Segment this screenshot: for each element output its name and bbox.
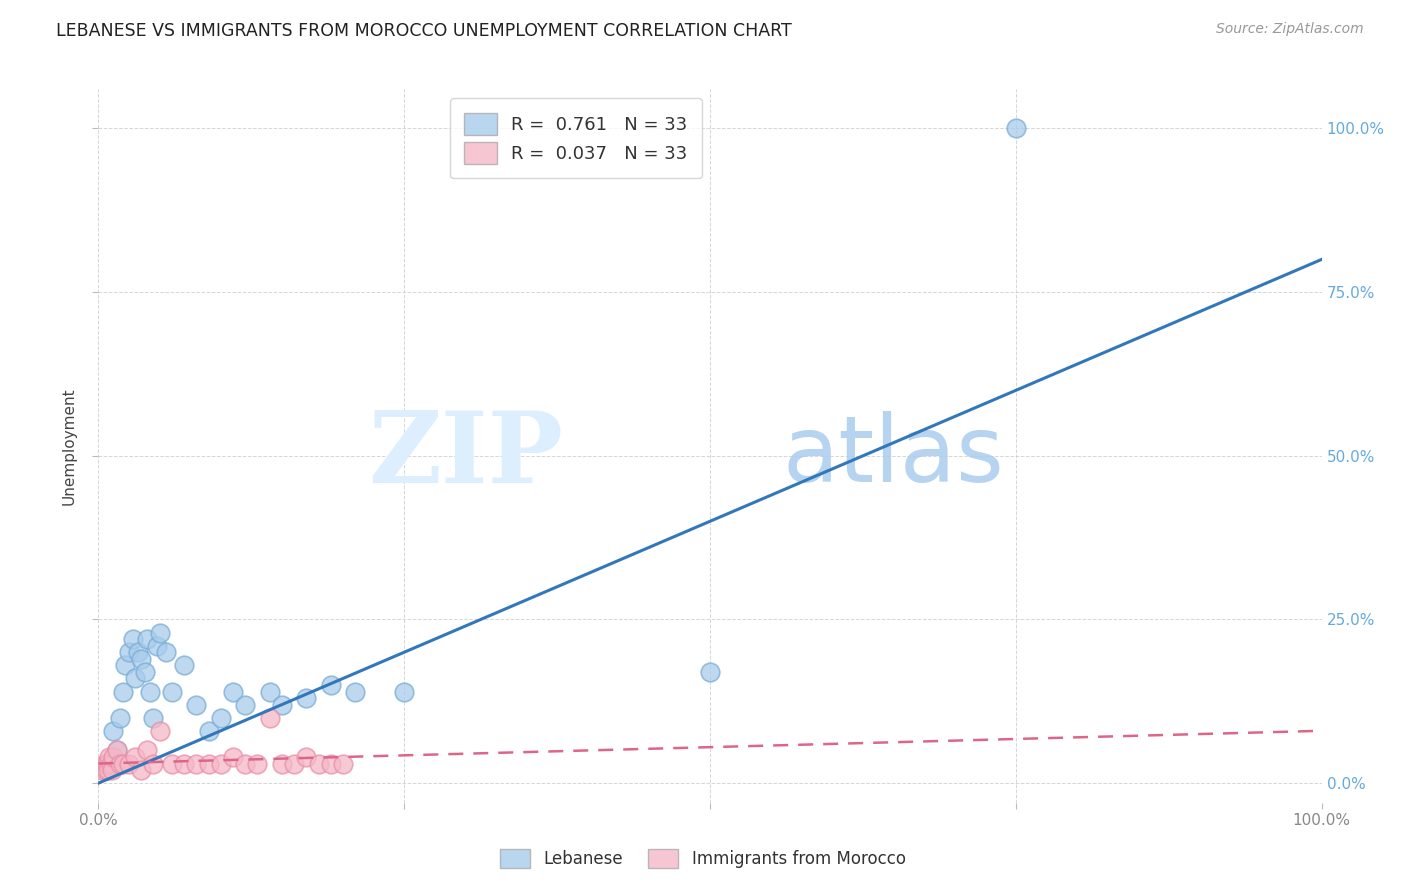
Text: ZIP: ZIP — [368, 408, 564, 504]
Point — [142, 711, 165, 725]
Point — [105, 743, 128, 757]
Point — [295, 691, 318, 706]
Text: atlas: atlas — [783, 411, 1004, 500]
Point — [259, 711, 281, 725]
Point — [129, 763, 152, 777]
Point — [209, 756, 232, 771]
Point — [100, 756, 122, 771]
Point — [197, 723, 219, 738]
Point — [308, 756, 330, 771]
Point — [127, 645, 149, 659]
Text: LEBANESE VS IMMIGRANTS FROM MOROCCO UNEMPLOYMENT CORRELATION CHART: LEBANESE VS IMMIGRANTS FROM MOROCCO UNEM… — [56, 22, 792, 40]
Point — [270, 756, 294, 771]
Point — [142, 756, 165, 771]
Point — [173, 756, 195, 771]
Point — [209, 711, 232, 725]
Point — [97, 763, 120, 777]
Point — [121, 632, 143, 647]
Legend: Lebanese, Immigrants from Morocco: Lebanese, Immigrants from Morocco — [494, 842, 912, 875]
Point — [118, 756, 141, 771]
Legend: R =  0.761   N = 33, R =  0.037   N = 33: R = 0.761 N = 33, R = 0.037 N = 33 — [450, 98, 702, 178]
Point — [222, 684, 245, 698]
Point — [149, 723, 172, 738]
Point — [98, 750, 121, 764]
Point — [197, 756, 219, 771]
Point — [246, 756, 269, 771]
Point — [110, 711, 132, 725]
Point — [101, 763, 124, 777]
Point — [136, 632, 159, 647]
Point — [283, 756, 305, 771]
Point — [136, 743, 159, 757]
Point — [111, 756, 134, 771]
Point — [332, 756, 354, 771]
Text: Source: ZipAtlas.com: Source: ZipAtlas.com — [1216, 22, 1364, 37]
Point — [97, 756, 120, 771]
Point — [105, 743, 128, 757]
Point — [160, 684, 183, 698]
Point — [124, 672, 146, 686]
Point — [186, 698, 208, 712]
Point — [101, 723, 124, 738]
Point — [344, 684, 367, 698]
Point — [1004, 121, 1026, 136]
Point — [91, 763, 114, 777]
Point — [699, 665, 721, 679]
Point — [319, 756, 342, 771]
Point — [186, 756, 208, 771]
Y-axis label: Unemployment: Unemployment — [62, 387, 77, 505]
Point — [111, 684, 134, 698]
Point — [124, 750, 146, 764]
Point — [173, 658, 195, 673]
Point — [146, 639, 169, 653]
Point — [319, 678, 342, 692]
Point — [114, 658, 136, 673]
Point — [259, 684, 281, 698]
Point — [139, 684, 162, 698]
Point — [94, 763, 117, 777]
Point — [392, 684, 416, 698]
Point — [270, 698, 294, 712]
Point — [134, 665, 156, 679]
Point — [233, 698, 256, 712]
Point — [160, 756, 183, 771]
Point — [295, 750, 318, 764]
Point — [96, 756, 118, 771]
Point — [110, 756, 132, 771]
Point — [129, 652, 152, 666]
Point — [118, 645, 141, 659]
Point — [233, 756, 256, 771]
Point — [155, 645, 177, 659]
Point — [222, 750, 245, 764]
Point — [101, 750, 124, 764]
Point — [149, 625, 172, 640]
Point — [93, 756, 115, 771]
